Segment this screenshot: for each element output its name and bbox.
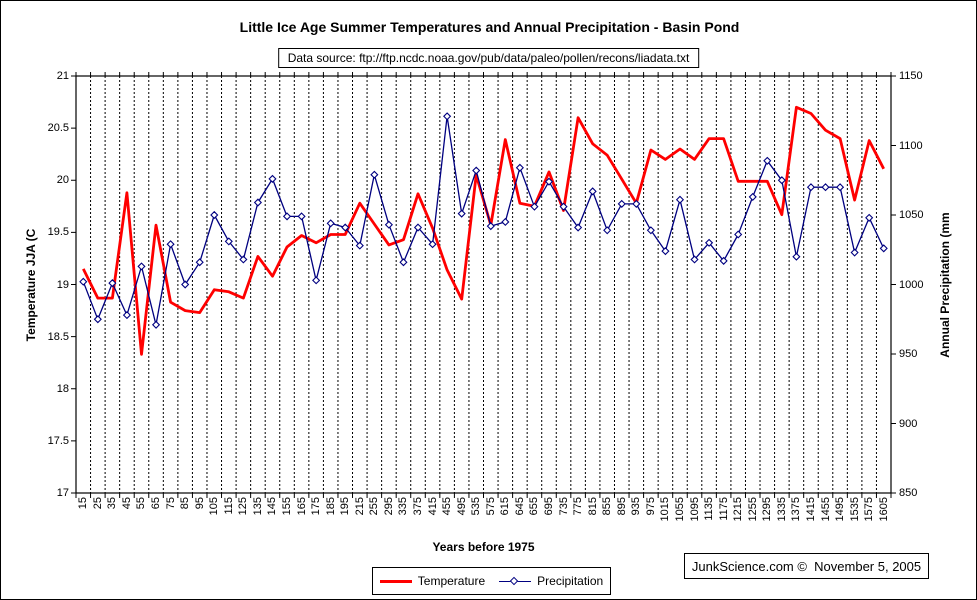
x-axis-tick-label: 1495 xyxy=(834,497,847,522)
x-axis-title: Years before 1975 xyxy=(432,540,535,554)
x-axis-tick-label: 775 xyxy=(572,497,585,516)
x-axis-tick-label: 1215 xyxy=(732,497,745,522)
x-axis-tick-label: 815 xyxy=(586,497,599,516)
x-axis-tick-label: 615 xyxy=(499,497,512,516)
x-axis-tick-label: 145 xyxy=(266,497,279,516)
x-axis-tick-label: 1375 xyxy=(790,497,803,522)
x-axis-tick-label: 135 xyxy=(251,497,264,516)
x-axis-tick-label: 195 xyxy=(339,497,352,516)
x-axis-tick-label: 1455 xyxy=(819,497,832,522)
x-axis-tick-label: 25 xyxy=(91,497,104,510)
left-axis-tick-label: 19 xyxy=(56,278,69,291)
legend-item-precipitation: Precipitation xyxy=(499,574,603,588)
x-axis-tick-label: 1175 xyxy=(717,497,730,521)
legend-item-temperature: Temperature xyxy=(379,574,486,588)
left-axis-tick-label: 19.5 xyxy=(47,226,69,239)
right-axis-tick-label: 1000 xyxy=(899,278,924,291)
x-axis-tick-label: 215 xyxy=(353,497,366,516)
x-axis-tick-label: 455 xyxy=(441,497,454,516)
precipitation-series xyxy=(82,115,885,326)
legend: Temperature Precipitation xyxy=(372,567,611,595)
x-axis-tick-label: 185 xyxy=(324,497,337,516)
left-axis-tick-label: 17.5 xyxy=(47,434,69,447)
x-axis-tick-label: 115 xyxy=(222,497,235,515)
x-axis-tick-label: 1015 xyxy=(659,497,672,522)
x-axis-tick-label: 575 xyxy=(484,497,497,516)
x-axis-tick-label: 735 xyxy=(557,497,570,516)
precipitation-markers xyxy=(79,112,888,329)
right-axis-tick-label: 1150 xyxy=(899,70,923,82)
left-axis-tick-label: 21 xyxy=(56,70,69,82)
x-axis-tick-label: 1415 xyxy=(804,497,817,522)
x-axis-tick-label: 1135 xyxy=(703,497,716,521)
x-axis-tick-label: 535 xyxy=(470,497,483,516)
left-axis-tick-label: 20 xyxy=(56,174,69,187)
x-axis-tick-label: 645 xyxy=(513,497,526,516)
x-axis-tick-label: 15 xyxy=(77,497,90,510)
right-axis-tick-label: 950 xyxy=(899,348,918,360)
x-axis-tick-label: 35 xyxy=(106,497,119,510)
x-axis-tick-label: 165 xyxy=(295,497,308,516)
x-axis-tick-label: 155 xyxy=(281,497,294,516)
x-axis-tick-label: 175 xyxy=(310,497,323,516)
branding-box: JunkScience.com © November 5, 2005 xyxy=(684,553,929,579)
x-axis-tick-label: 935 xyxy=(630,497,643,516)
right-axis-tick-label: 1050 xyxy=(899,209,924,221)
left-axis-tick-label: 17 xyxy=(56,487,69,499)
x-axis-tick-label: 295 xyxy=(382,497,395,516)
x-axis-tick-label: 1535 xyxy=(848,497,861,522)
x-axis-tick-label: 375 xyxy=(412,497,424,516)
right-axis-tick-label: 900 xyxy=(899,417,918,430)
x-axis-tick-label: 695 xyxy=(542,497,555,516)
x-axis-tick-label: 125 xyxy=(237,497,250,516)
data-source-note: Data source: ftp://ftp.ncdc.noaa.gov/pub… xyxy=(277,48,700,68)
x-axis-tick-label: 655 xyxy=(528,497,541,516)
x-axis-tick-label: 255 xyxy=(368,497,381,516)
chart-title: Little Ice Age Summer Temperatures and A… xyxy=(239,19,740,35)
x-axis-tick-label: 85 xyxy=(179,497,192,510)
x-axis-tick-label: 1575 xyxy=(863,497,876,522)
precipitation-line-swatch xyxy=(499,576,532,585)
legend-label-precipitation: Precipitation xyxy=(537,574,604,588)
x-axis-tick-label: 1295 xyxy=(761,497,774,522)
x-axis-tick-label: 1255 xyxy=(746,497,759,522)
x-axis-tick-label: 1605 xyxy=(877,497,890,522)
left-axis-tick-label: 18 xyxy=(56,382,69,395)
right-axis-tick-label: 1100 xyxy=(899,139,923,152)
x-axis-tick-label: 495 xyxy=(455,497,468,516)
diamond-marker-icon xyxy=(509,576,519,585)
x-axis-tick-label: 1095 xyxy=(688,497,701,522)
x-axis-tick-label: 1335 xyxy=(775,497,788,522)
x-axis-tick-label: 45 xyxy=(120,497,133,510)
left-axis-tick-label: 18.5 xyxy=(47,330,69,343)
x-axis-tick-label: 1055 xyxy=(673,497,686,522)
x-axis-tick-label: 415 xyxy=(426,497,439,516)
x-axis-tick-label: 75 xyxy=(164,497,177,510)
x-axis-tick-label: 975 xyxy=(644,497,657,516)
x-axis-tick-label: 895 xyxy=(615,497,628,516)
x-axis-tick-label: 65 xyxy=(150,497,163,510)
left-axis-tick-label: 20.5 xyxy=(47,122,69,135)
x-axis-tick-label: 105 xyxy=(208,497,221,516)
temperature-line-swatch xyxy=(379,578,412,585)
x-axis-tick-label: 855 xyxy=(601,497,614,516)
right-axis-tick-label: 850 xyxy=(899,487,918,499)
x-axis-tick-label: 95 xyxy=(193,497,206,510)
legend-label-temperature: Temperature xyxy=(417,574,486,588)
x-axis-tick-label: 55 xyxy=(135,497,148,510)
x-axis-tick-label: 335 xyxy=(397,497,410,516)
